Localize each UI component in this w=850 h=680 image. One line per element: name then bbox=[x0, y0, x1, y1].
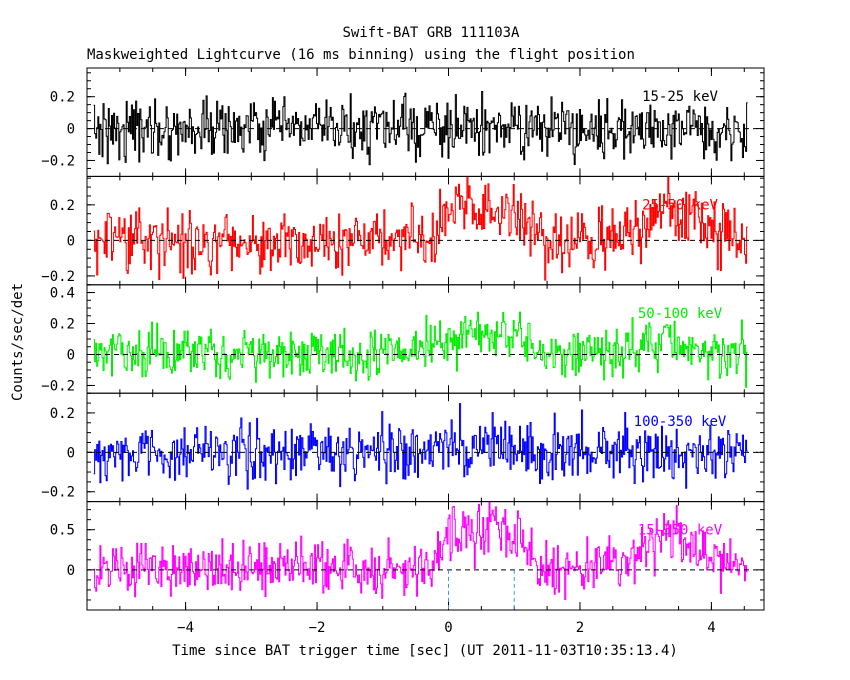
panel-15-350-kev: 0 0.5 15-350 keV −4 −2 0 2 4 bbox=[50, 501, 765, 636]
band-label: 15-350 keV bbox=[638, 523, 723, 539]
x-tick-label: 2 bbox=[576, 620, 584, 636]
panel-frame bbox=[86, 501, 765, 611]
y-tick-label: −0.2 bbox=[41, 153, 75, 169]
y-tick-label: 0 bbox=[67, 445, 75, 461]
lightcurve-trace bbox=[93, 176, 748, 281]
y-axis-title: Counts/sec/det bbox=[10, 283, 26, 401]
y-tick-label: 0 bbox=[67, 122, 75, 138]
y-tick-label: 0 bbox=[67, 563, 75, 579]
x-tick-label: 4 bbox=[707, 620, 715, 636]
band-label: 100-350 keV bbox=[634, 414, 727, 430]
y-tick-label: 0.4 bbox=[50, 286, 75, 302]
y-tick-label: −0.2 bbox=[41, 378, 75, 394]
x-tick-label: −4 bbox=[177, 620, 194, 636]
panel-50-100-kev: −0.2 0 0.2 0.4 50-100 keV bbox=[41, 284, 765, 394]
x-tick-label: −2 bbox=[309, 620, 326, 636]
x-axis-title: Time since BAT trigger time [sec] (UT 20… bbox=[172, 643, 678, 659]
panel-15-25-kev: −0.2 0 0.2 15-25 keV bbox=[41, 67, 765, 177]
y-tick-label: −0.2 bbox=[41, 269, 75, 285]
panel-100-350-kev: −0.2 0 0.2 100-350 keV bbox=[41, 392, 765, 503]
y-tick-label: 0 bbox=[67, 233, 75, 249]
chart-subtitle: Maskweighted Lightcurve (16 ms binning) … bbox=[87, 47, 635, 63]
lightcurve-trace bbox=[93, 403, 748, 490]
y-tick-label: 0.2 bbox=[50, 198, 75, 214]
band-label: 50-100 keV bbox=[638, 306, 723, 322]
y-tick-label: 0 bbox=[67, 347, 75, 363]
lightcurve-trace bbox=[93, 311, 748, 388]
y-tick-label: 0.5 bbox=[50, 523, 75, 539]
y-tick-label: 0.2 bbox=[50, 90, 75, 106]
y-tick-label: −0.2 bbox=[41, 485, 75, 501]
chart-title: Swift-BAT GRB 111103A bbox=[342, 25, 520, 41]
panels: −0.200.2 15-25 keV−0.200.2 25-50 keV−0.200… bbox=[41, 67, 765, 636]
lightcurve-trace bbox=[93, 501, 748, 600]
x-tick-label: 0 bbox=[444, 620, 452, 636]
band-label: 25-50 keV bbox=[642, 197, 718, 213]
band-label: 15-25 keV bbox=[642, 89, 718, 105]
lightcurve-trace bbox=[93, 91, 748, 166]
panel-25-50-kev: −0.2 0 0.2 25-50 keV bbox=[41, 175, 765, 286]
y-tick-label: 0.2 bbox=[50, 317, 75, 333]
y-tick-label: 0.2 bbox=[50, 406, 75, 422]
